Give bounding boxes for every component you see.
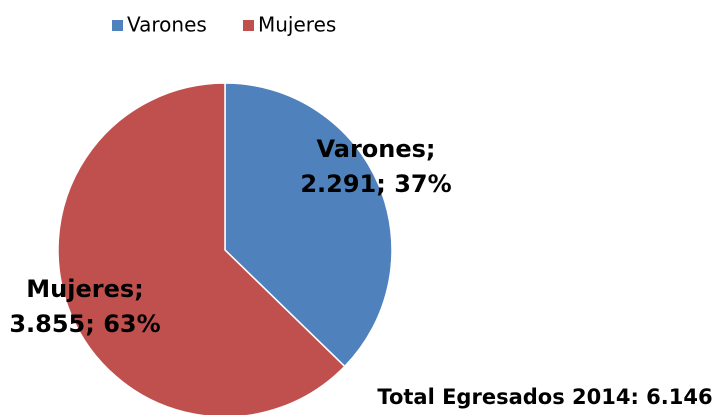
- data-label: 2.291; 37%: [300, 170, 451, 198]
- legend-label: Varones: [127, 13, 207, 37]
- annotation: Total Egresados 2014: 6.146: [377, 385, 712, 409]
- legend-label: Mujeres: [258, 13, 336, 37]
- data-label-name: Varones;: [316, 135, 435, 163]
- data-label-name: Mujeres;: [26, 275, 143, 303]
- pie-slice: [224, 82, 393, 368]
- legend-swatch: [243, 20, 254, 31]
- legend-swatch: [112, 20, 123, 31]
- data-label: 3.855; 63%: [9, 310, 160, 338]
- pie-slice: [57, 82, 346, 415]
